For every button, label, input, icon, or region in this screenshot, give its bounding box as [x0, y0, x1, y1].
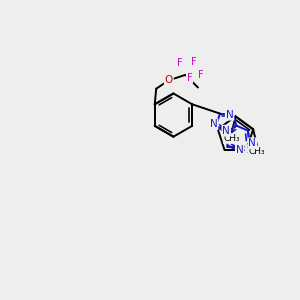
- Text: N: N: [226, 110, 233, 120]
- Text: F: F: [187, 73, 192, 83]
- Text: N: N: [210, 119, 218, 129]
- Text: O: O: [165, 75, 173, 85]
- Text: F: F: [177, 58, 183, 68]
- Text: F: F: [191, 57, 197, 67]
- Text: CH₃: CH₃: [248, 147, 265, 156]
- Text: N: N: [236, 145, 244, 154]
- Text: F: F: [197, 70, 203, 80]
- Text: S: S: [245, 145, 252, 155]
- Text: CH₃: CH₃: [224, 134, 240, 143]
- Text: N: N: [222, 126, 230, 136]
- Text: N: N: [248, 138, 256, 148]
